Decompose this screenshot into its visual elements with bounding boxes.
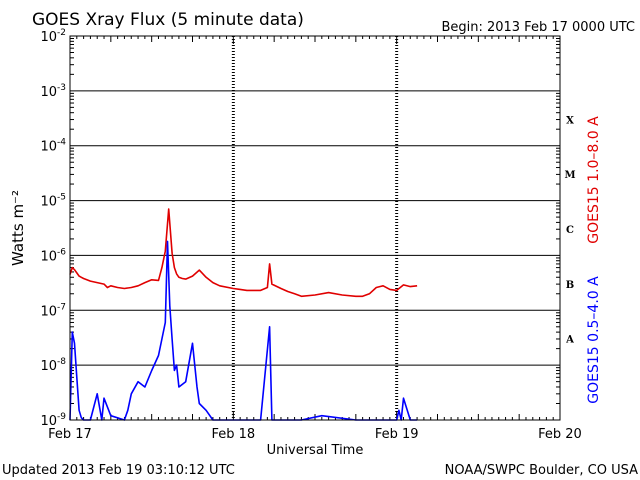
x-tick-label: Feb 17 <box>48 427 92 442</box>
y-tick-label: 10-7 <box>40 302 66 319</box>
flare-class-label: C <box>566 225 574 236</box>
y-tick-label: 10-5 <box>40 193 66 210</box>
credit-label: NOAA/SWPC Boulder, CO USA <box>445 463 638 478</box>
flare-class-label: M <box>564 170 575 181</box>
x-tick-label: Feb 20 <box>538 427 582 442</box>
series-line-short-channel <box>69 240 418 421</box>
y-axis-label: Watts m⁻² <box>9 190 27 266</box>
y-tick-label: 10-9 <box>40 412 66 429</box>
y-tick-label: 10-3 <box>40 83 66 100</box>
x-tick-label: Feb 19 <box>375 427 419 442</box>
begin-time-label: Begin: 2013 Feb 17 0000 UTC <box>441 20 635 35</box>
flare-class-label: A <box>565 335 574 346</box>
legend-long-channel: GOES15 1.0–8.0 A <box>586 116 602 244</box>
flare-class-label: X <box>566 115 574 126</box>
y-tick-label: 10-4 <box>40 138 66 155</box>
y-tick-label: 10-8 <box>40 357 66 374</box>
x-tick-label: Feb 18 <box>211 427 255 442</box>
y-tick-label: 10-2 <box>40 28 66 45</box>
updated-timestamp: Updated 2013 Feb 19 03:10:12 UTC <box>2 463 235 478</box>
plot-frame <box>69 35 561 421</box>
y-tick-label: 10-6 <box>40 247 66 264</box>
series-layer <box>69 208 418 421</box>
legend-short-channel: GOES15 0.5–4.0 A <box>586 276 602 404</box>
x-axis-label: Universal Time <box>267 443 364 458</box>
flare-class-labels: A B C M X <box>564 115 575 345</box>
chart-title: GOES Xray Flux (5 minute data) <box>32 10 304 30</box>
series-line-long-channel <box>69 208 418 298</box>
x-tick-labels: Feb 17 Feb 18 Feb 19 Feb 20 <box>48 427 582 442</box>
flare-class-label: B <box>566 280 574 291</box>
y-tick-labels: 10-9 10-8 10-7 10-6 10-5 10-4 10-3 10-2 <box>40 28 66 429</box>
grid-layer <box>69 36 561 420</box>
